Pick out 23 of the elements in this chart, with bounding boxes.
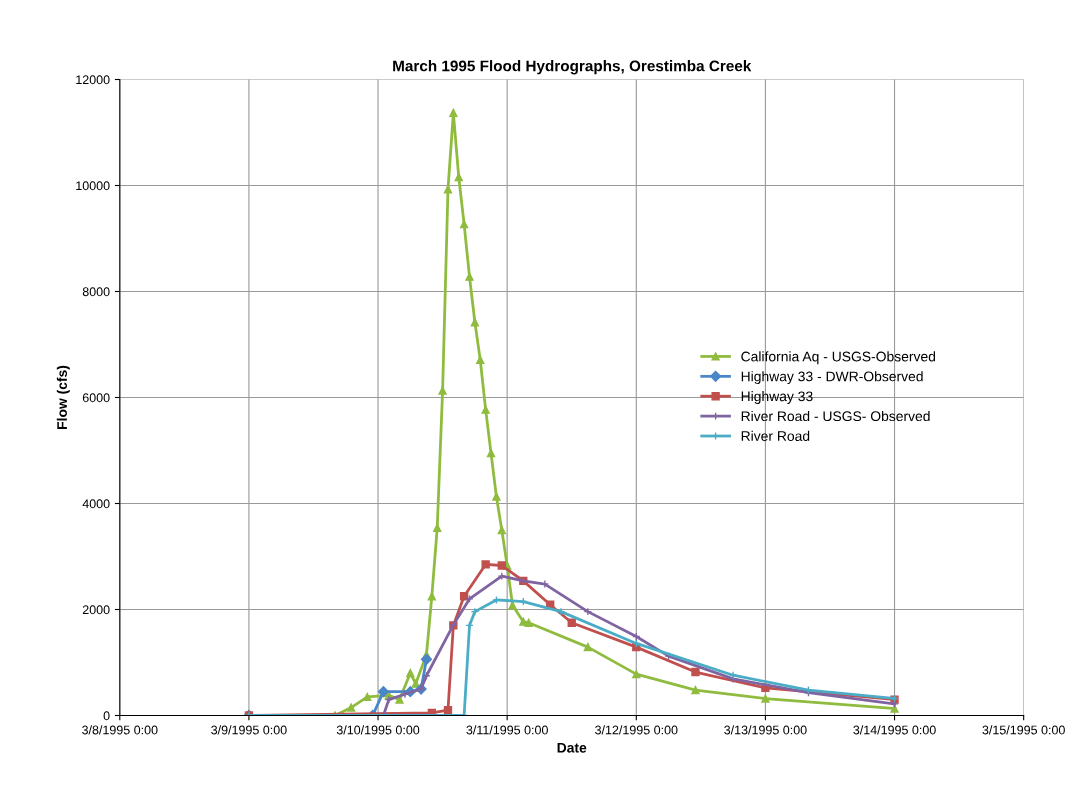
chart-title: March 1995 Flood Hydrographs, Orestimba Creek xyxy=(393,60,752,75)
y-tick-label: 2000 xyxy=(82,605,110,615)
y-tick-label: 0 xyxy=(103,711,110,721)
x-tick-label: 3/13/1995 0:00 xyxy=(724,725,807,735)
y-tick-label: 8000 xyxy=(82,287,110,297)
x-tick-label: 3/10/1995 0:00 xyxy=(336,725,420,735)
legend-label: Highway 33 xyxy=(741,391,813,404)
legend-label: River Road - USGS- Observed xyxy=(741,410,930,422)
y-tick-label: 6000 xyxy=(82,393,110,403)
y-tick-label: 10000 xyxy=(76,181,110,191)
y-tick-label: 12000 xyxy=(76,75,110,85)
y-axis-title: Flow (cfs) xyxy=(56,365,70,429)
x-tick-label: 3/15/1995 0:00 xyxy=(982,725,1065,735)
legend-label: River Road xyxy=(741,430,810,442)
x-tick-label: 3/11/1995 0:00 xyxy=(466,725,548,735)
x-tick-label: 3/9/1995 0:00 xyxy=(211,725,287,735)
x-axis-title: Date xyxy=(557,742,587,753)
y-tick-label: 4000 xyxy=(82,499,110,509)
legend-label: California Aq - USGS-Observed xyxy=(741,351,936,365)
x-tick-label: 3/12/1995 0:00 xyxy=(595,725,678,735)
x-tick-label: 3/8/1995 0:00 xyxy=(82,725,158,735)
x-tick-label: 3/14/1995 0:00 xyxy=(853,725,936,735)
legend-label: Highway 33 - DWR-Observed xyxy=(741,371,923,385)
